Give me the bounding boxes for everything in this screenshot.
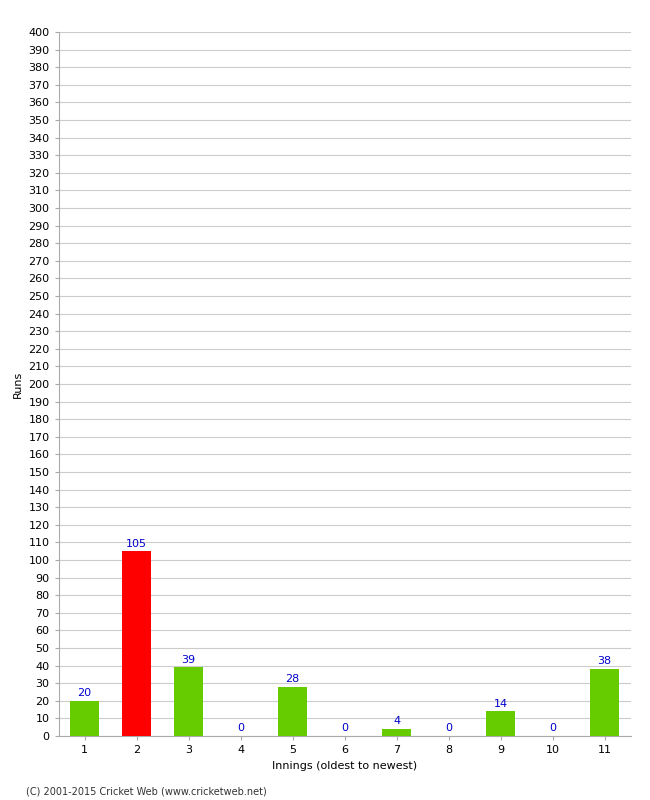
Text: 39: 39: [181, 654, 196, 665]
Bar: [174, 667, 203, 736]
Text: 38: 38: [597, 657, 612, 666]
Bar: [278, 686, 307, 736]
Bar: [590, 669, 619, 736]
Text: 4: 4: [393, 716, 400, 726]
Bar: [70, 701, 99, 736]
Bar: [382, 729, 411, 736]
Text: 0: 0: [549, 723, 556, 734]
Bar: [122, 551, 151, 736]
Text: 14: 14: [493, 698, 508, 709]
Y-axis label: Runs: Runs: [12, 370, 23, 398]
Text: 0: 0: [341, 723, 348, 734]
Text: 0: 0: [445, 723, 452, 734]
Bar: [486, 711, 515, 736]
Text: 20: 20: [77, 688, 92, 698]
Text: 0: 0: [237, 723, 244, 734]
Text: (C) 2001-2015 Cricket Web (www.cricketweb.net): (C) 2001-2015 Cricket Web (www.cricketwe…: [26, 786, 266, 796]
Text: 105: 105: [126, 538, 147, 549]
X-axis label: Innings (oldest to newest): Innings (oldest to newest): [272, 761, 417, 770]
Text: 28: 28: [285, 674, 300, 684]
